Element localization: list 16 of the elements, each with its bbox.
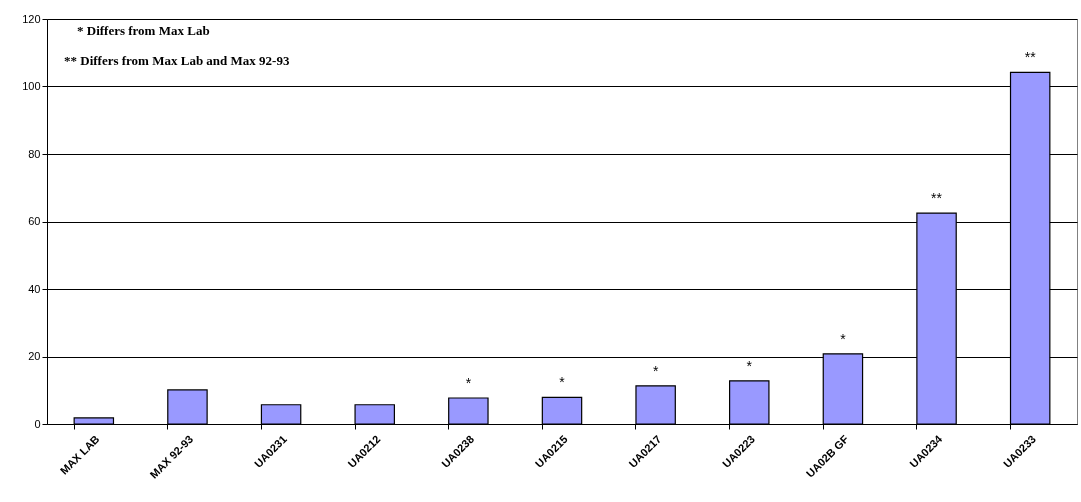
annotation: * — [652, 362, 659, 379]
y-tick-label: 40 — [28, 282, 41, 295]
annotation: * Differs from Max Lab — [77, 23, 210, 38]
annotation: ** — [931, 190, 943, 207]
annotation: * — [746, 357, 753, 374]
y-tick-label: 100 — [22, 80, 41, 92]
y-tick-label: 60 — [28, 215, 41, 227]
annotation: * — [840, 330, 847, 347]
annotation: ** Differs from Max Lab and Max 92-93 — [64, 53, 290, 68]
y-tick-label: 20 — [28, 350, 41, 362]
y-tick-label: 120 — [22, 12, 41, 25]
y-tick-label: 0 — [34, 417, 41, 430]
y-tick-label: 80 — [28, 147, 41, 160]
annotation: * — [559, 374, 566, 391]
annotation: ** — [1024, 49, 1037, 66]
annotation: * — [465, 375, 472, 392]
